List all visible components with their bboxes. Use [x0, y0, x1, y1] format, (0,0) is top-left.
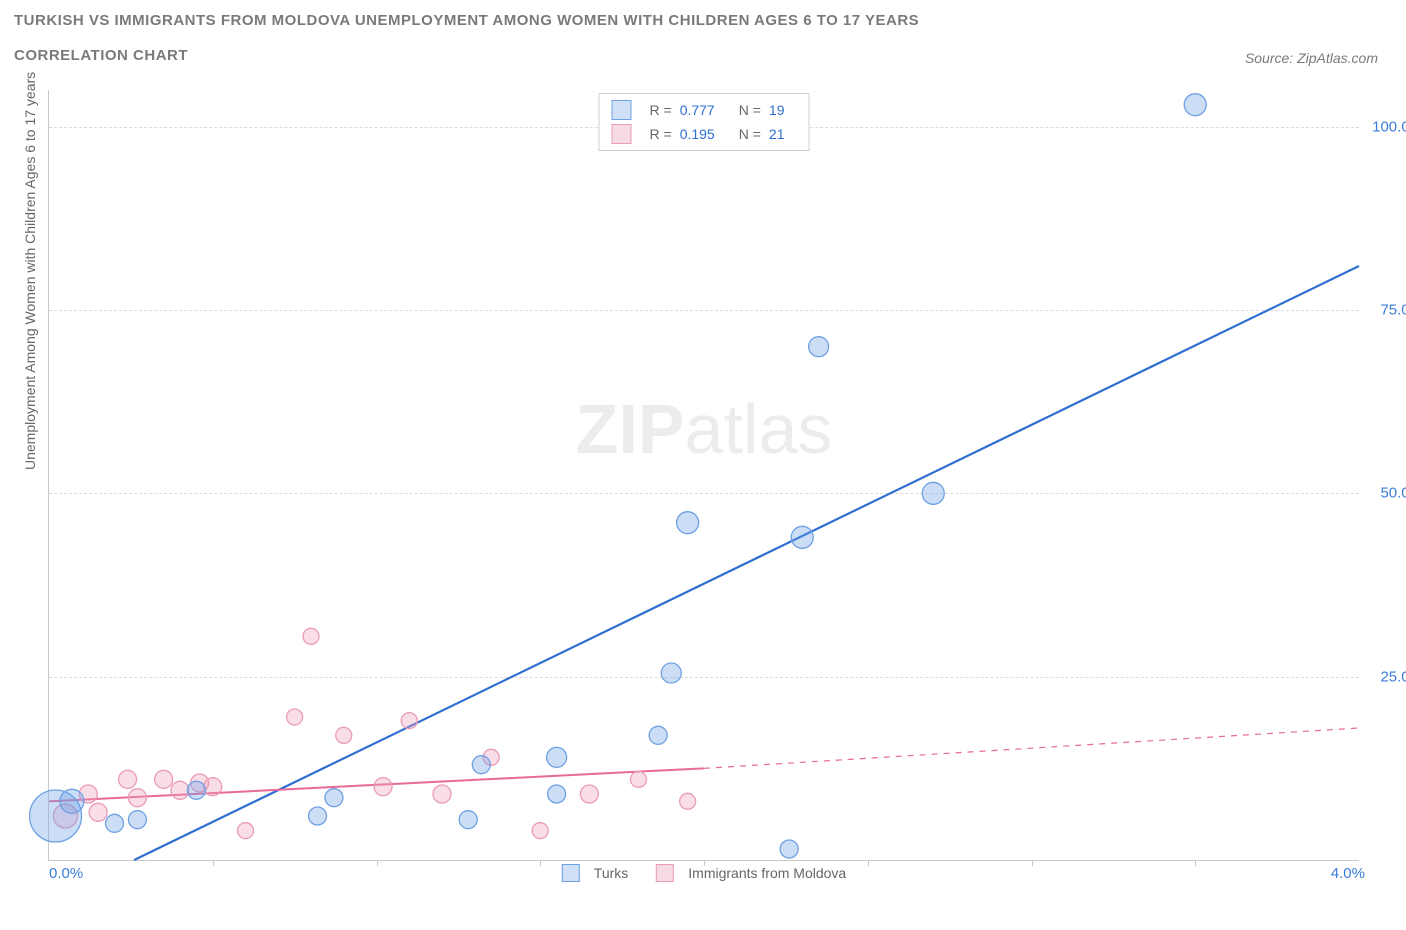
plot-area: ZIPatlas 25.0%50.0%75.0%100.0% R = 0.777… [48, 90, 1359, 861]
data-point-moldova [155, 770, 173, 788]
data-point-moldova [336, 727, 352, 743]
data-point-moldova [89, 803, 107, 821]
swatch-moldova [656, 864, 674, 882]
data-point-moldova [580, 785, 598, 803]
chart-canvas [49, 90, 1359, 860]
data-point-moldova [433, 785, 451, 803]
data-point-turks [780, 840, 798, 858]
data-point-turks [548, 785, 566, 803]
n-value-moldova: 21 [769, 126, 785, 142]
data-point-turks [106, 814, 124, 832]
data-point-turks [809, 337, 829, 357]
data-point-turks [325, 789, 343, 807]
legend-row-turks: R = 0.777 N = 19 [600, 98, 809, 122]
data-point-turks [187, 781, 205, 799]
legend-correlation-box: R = 0.777 N = 19 R = 0.195 N = 21 [599, 93, 810, 151]
data-point-turks [1184, 94, 1206, 116]
n-label: N = [739, 126, 761, 142]
source-attribution: Source: ZipAtlas.com [1245, 50, 1378, 66]
trendline-turks [134, 266, 1359, 860]
data-point-moldova [238, 823, 254, 839]
r-label: R = [650, 102, 672, 118]
legend-series: Turks Immigrants from Moldova [562, 864, 846, 882]
y-axis-tick-label: 100.0% [1372, 118, 1406, 135]
y-axis-tick-label: 50.0% [1380, 485, 1406, 502]
data-point-moldova [287, 709, 303, 725]
x-axis-minor-tick [868, 860, 869, 866]
y-axis-tick-label: 25.0% [1380, 668, 1406, 685]
data-point-moldova [204, 778, 222, 796]
swatch-turks [612, 100, 632, 120]
swatch-moldova [612, 124, 632, 144]
n-value-turks: 19 [769, 102, 785, 118]
swatch-turks [562, 864, 580, 882]
r-label: R = [650, 126, 672, 142]
data-point-moldova [631, 771, 647, 787]
legend-label-moldova: Immigrants from Moldova [688, 865, 846, 881]
x-axis-minor-tick [213, 860, 214, 866]
data-point-turks [649, 726, 667, 744]
data-point-moldova [401, 713, 417, 729]
r-value-turks: 0.777 [680, 102, 715, 118]
legend-row-moldova: R = 0.195 N = 21 [600, 122, 809, 146]
data-point-turks [922, 482, 944, 504]
data-point-moldova [532, 823, 548, 839]
legend-item-turks: Turks [562, 864, 628, 882]
data-point-moldova [171, 781, 189, 799]
data-point-turks [459, 811, 477, 829]
data-point-turks [661, 663, 681, 683]
data-point-turks [309, 807, 327, 825]
trendline-moldova-dashed [704, 728, 1359, 768]
chart-title-line1: TURKISH VS IMMIGRANTS FROM MOLDOVA UNEMP… [14, 12, 919, 29]
data-point-turks [547, 747, 567, 767]
data-point-moldova [119, 770, 137, 788]
data-point-moldova [128, 789, 146, 807]
x-axis-minor-tick [1032, 860, 1033, 866]
data-point-moldova [303, 628, 319, 644]
n-label: N = [739, 102, 761, 118]
data-point-turks [472, 756, 490, 774]
x-axis-minor-tick [1195, 860, 1196, 866]
data-point-turks [791, 526, 813, 548]
data-point-moldova [680, 793, 696, 809]
y-axis-label: Unemployment Among Women with Children A… [22, 72, 38, 470]
x-axis-tick-min: 0.0% [49, 865, 83, 882]
data-point-turks [128, 811, 146, 829]
data-point-moldova [374, 778, 392, 796]
legend-label-turks: Turks [594, 865, 628, 881]
x-axis-minor-tick [377, 860, 378, 866]
chart-title-line2: CORRELATION CHART [14, 47, 919, 64]
y-axis-tick-label: 75.0% [1380, 302, 1406, 319]
r-value-moldova: 0.195 [680, 126, 715, 142]
legend-item-moldova: Immigrants from Moldova [656, 864, 846, 882]
x-axis-tick-max: 4.0% [1331, 865, 1365, 882]
x-axis-minor-tick [540, 860, 541, 866]
data-point-turks [677, 512, 699, 534]
data-point-turks [60, 789, 84, 813]
chart-title-block: TURKISH VS IMMIGRANTS FROM MOLDOVA UNEMP… [14, 12, 919, 64]
